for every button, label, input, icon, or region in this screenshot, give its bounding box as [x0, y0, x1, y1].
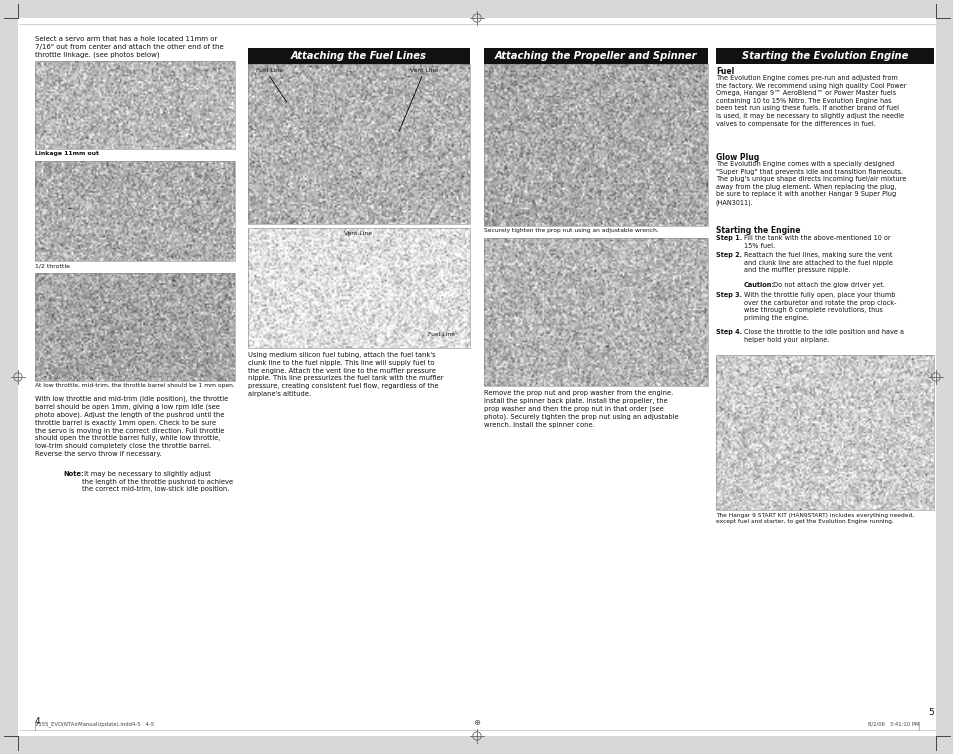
Bar	[248, 64, 470, 224]
Text: Step 3.: Step 3.	[716, 292, 741, 298]
Text: At low throttle, mid-trim, the throttle barrel should be 1 mm open.: At low throttle, mid-trim, the throttle …	[35, 383, 234, 388]
Text: Glow Plug: Glow Plug	[716, 153, 759, 162]
Text: Linkage 11mm out: Linkage 11mm out	[35, 151, 99, 156]
Text: Vent Line: Vent Line	[410, 68, 437, 73]
Bar	[483, 64, 707, 226]
Text: 8/2/06   3:41:10 PM: 8/2/06 3:41:10 PM	[866, 722, 918, 727]
Text: 4: 4	[35, 717, 41, 726]
Text: Starting the Engine: Starting the Engine	[716, 226, 800, 235]
Bar	[35, 61, 234, 149]
Text: Step 4.: Step 4.	[716, 329, 741, 335]
Text: ⊕: ⊕	[473, 718, 480, 727]
Text: Vent Line: Vent Line	[344, 231, 372, 236]
Bar	[483, 48, 707, 64]
Text: 9155_EVO(NTAirManualUpdate).indd4-5   4-5: 9155_EVO(NTAirManualUpdate).indd4-5 4-5	[35, 722, 154, 727]
Bar	[248, 228, 470, 348]
Text: Using medium silicon fuel tubing, attach the fuel tank's
clunk line to the fuel : Using medium silicon fuel tubing, attach…	[248, 352, 443, 397]
Text: Step 2.: Step 2.	[716, 252, 741, 258]
Bar	[716, 48, 933, 64]
Text: Fuel: Fuel	[716, 67, 734, 76]
Text: With the throttle fully open, place your thumb
over the carburetor and rotate th: With the throttle fully open, place your…	[743, 292, 896, 320]
Bar	[483, 238, 707, 386]
Text: Note:: Note:	[63, 471, 84, 477]
Text: 5: 5	[927, 708, 933, 717]
Text: The Evolution Engine comes pre-run and adjusted from
the factory. We recommend u: The Evolution Engine comes pre-run and a…	[716, 75, 905, 127]
Text: The Evolution Engine comes with a specially designed
"Super Plug" that prevents : The Evolution Engine comes with a specia…	[716, 161, 905, 206]
Text: Fuel Line: Fuel Line	[428, 332, 455, 337]
Text: Step 1.: Step 1.	[716, 235, 741, 241]
Bar	[716, 355, 933, 510]
Text: Select a servo arm that has a hole located 11mm or
7/16" out from center and att: Select a servo arm that has a hole locat…	[35, 36, 224, 58]
Text: Remove the prop nut and prop washer from the engine.
Install the spinner back pl: Remove the prop nut and prop washer from…	[483, 390, 678, 428]
Text: Fuel Line: Fuel Line	[255, 68, 283, 73]
Text: The Hangar 9 START KIT (HAN9START) includes everything needed,
except fuel and s: The Hangar 9 START KIT (HAN9START) inclu…	[716, 513, 913, 524]
Text: Close the throttle to the idle position and have a
helper hold your airplane.: Close the throttle to the idle position …	[743, 329, 903, 342]
Text: It may be necessary to slightly adjust
the length of the throttle pushrod to ach: It may be necessary to slightly adjust t…	[82, 471, 233, 492]
Text: Do not attach the glow driver yet.: Do not attach the glow driver yet.	[770, 282, 884, 288]
Bar	[248, 48, 470, 64]
Bar	[35, 273, 234, 381]
Text: 1/2 throttle: 1/2 throttle	[35, 263, 70, 268]
Text: Caution:: Caution:	[743, 282, 774, 288]
Bar	[35, 161, 234, 261]
Text: Attaching the Propeller and Spinner: Attaching the Propeller and Spinner	[495, 51, 697, 61]
Text: With low throttle and mid-trim (idle position), the throttle
barrel should be op: With low throttle and mid-trim (idle pos…	[35, 395, 228, 457]
Text: Starting the Evolution Engine: Starting the Evolution Engine	[741, 51, 907, 61]
Text: Securely tighten the prop nut using an adjustable wrench.: Securely tighten the prop nut using an a…	[483, 228, 659, 233]
Text: Attaching the Fuel Lines: Attaching the Fuel Lines	[291, 51, 427, 61]
Text: Reattach the fuel lines, making sure the vent
and clunk line are attached to the: Reattach the fuel lines, making sure the…	[743, 252, 892, 273]
Text: Fill the tank with the above-mentioned 10 or
15% fuel.: Fill the tank with the above-mentioned 1…	[743, 235, 890, 249]
